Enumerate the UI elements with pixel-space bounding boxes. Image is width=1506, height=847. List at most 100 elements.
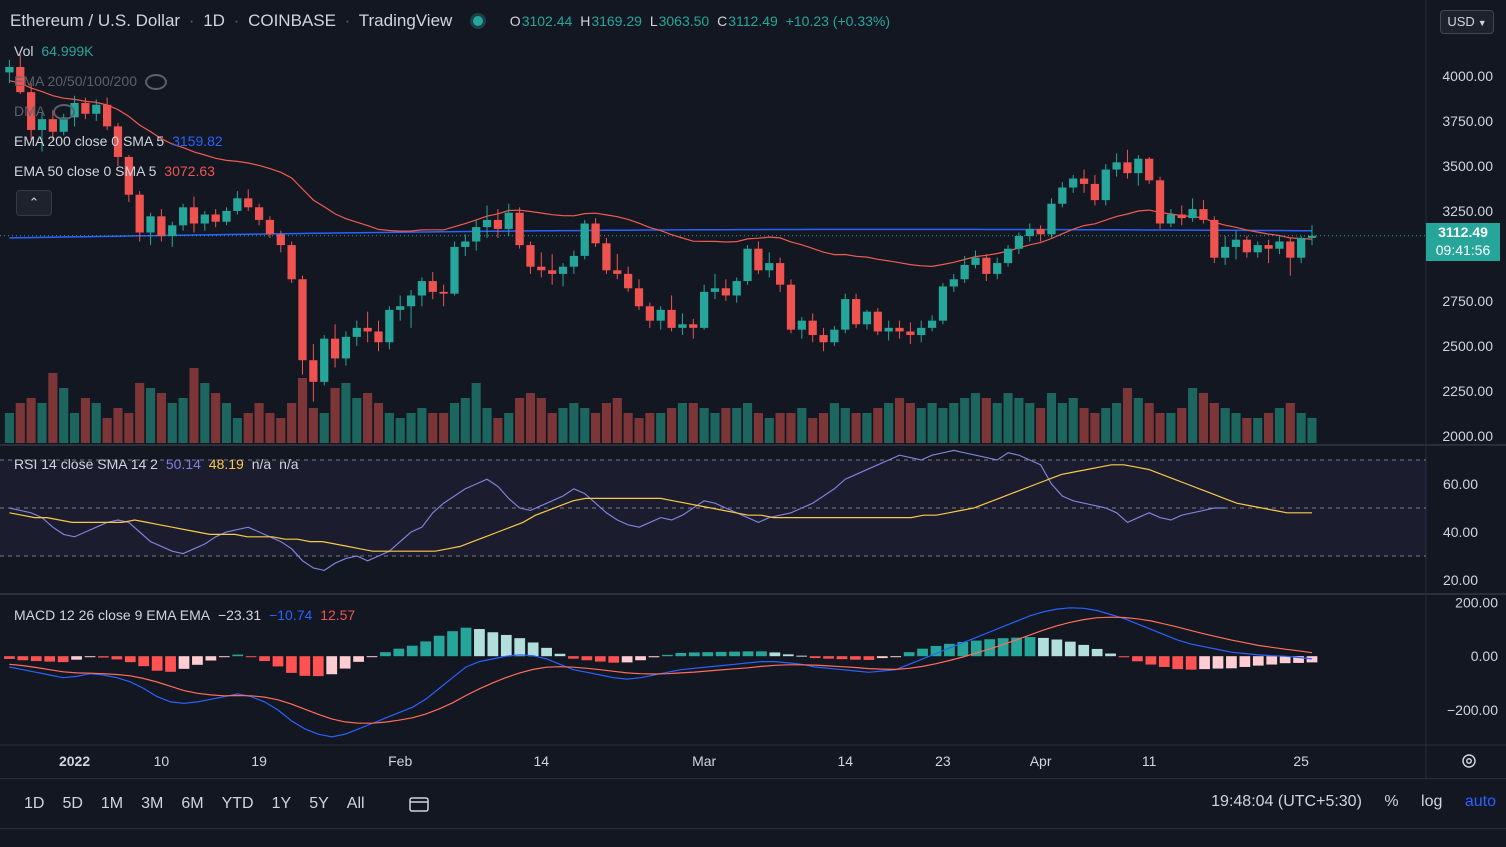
legend-rsi[interactable]: RSI 14 close SMA 14 2 50.14 48.19 n/a n/… xyxy=(14,456,299,472)
volume-bar xyxy=(341,383,351,443)
volume-bar xyxy=(1231,413,1241,443)
candle-body xyxy=(591,223,600,244)
range-ytd[interactable]: YTD xyxy=(221,795,254,812)
candle-body xyxy=(732,281,741,296)
volume-bar xyxy=(938,408,948,443)
macd-histogram-bar xyxy=(944,643,955,657)
interval[interactable]: 1D xyxy=(203,11,225,30)
macd-histogram-bar xyxy=(1145,656,1157,665)
macd-histogram-bar xyxy=(1199,656,1210,670)
volume-bar xyxy=(384,413,394,443)
candle-body xyxy=(385,309,394,343)
clock-timezone[interactable]: 19:48:04 (UTC+5:30) xyxy=(1211,793,1362,810)
candle-body xyxy=(439,291,448,294)
volume-bar xyxy=(91,403,101,443)
macd-tick-label: 200.00 xyxy=(1455,594,1498,610)
macd-histogram-bar xyxy=(487,632,499,657)
volume-bar xyxy=(1242,418,1252,443)
volume-bar xyxy=(449,403,460,443)
candle-body xyxy=(1014,236,1024,249)
volume-bar xyxy=(1122,388,1133,443)
range-1m[interactable]: 1M xyxy=(100,795,124,812)
settings-gear-icon[interactable] xyxy=(1460,752,1478,770)
range-3m[interactable]: 3M xyxy=(141,795,164,812)
currency-dropdown[interactable]: USD ▼ xyxy=(1440,10,1494,34)
candle-body xyxy=(81,102,90,114)
range-all[interactable]: All xyxy=(346,795,365,812)
candle-body xyxy=(1297,237,1306,258)
macd-histogram-bar xyxy=(917,648,928,657)
legend-macd[interactable]: MACD 12 26 close 9 EMA EMA −23.31 −10.74… xyxy=(14,607,356,623)
range-5d[interactable]: 5D xyxy=(62,795,83,812)
volume-bar xyxy=(721,408,731,443)
macd-tick-label: −200.00 xyxy=(1447,702,1498,718)
volume-bar xyxy=(1166,413,1176,443)
legend-ema200[interactable]: EMA 200 close 0 SMA 5 3159.82 xyxy=(14,133,223,149)
macd-histogram-bar xyxy=(836,656,848,660)
legend-vol[interactable]: Vol 64.999K xyxy=(14,43,94,59)
price-tick-label: 2000.00 xyxy=(1442,428,1493,444)
legend-dma[interactable]: DMA xyxy=(14,103,79,121)
macd-histogram-bar xyxy=(326,656,338,675)
macd-histogram-bar xyxy=(1051,639,1063,657)
macd-histogram-bar xyxy=(608,656,620,663)
market-open-icon xyxy=(473,16,484,26)
macd-histogram-bar xyxy=(970,640,982,657)
volume-bar xyxy=(1090,413,1100,443)
data-source: TradingView xyxy=(358,11,453,30)
hidden-eye-icon[interactable] xyxy=(144,74,167,91)
volume-bar xyxy=(742,403,753,443)
range-5y[interactable]: 5Y xyxy=(309,795,329,812)
candle-body xyxy=(645,306,654,321)
volume-bar xyxy=(276,418,286,443)
price-tick-label: 3500.00 xyxy=(1442,158,1493,174)
candle-body xyxy=(721,288,730,296)
range-6m[interactable]: 6M xyxy=(181,795,204,812)
macd-histogram-bar xyxy=(984,639,996,657)
change-value: +10.23 (+0.33%) xyxy=(785,13,890,29)
candle-body xyxy=(949,279,958,287)
volume-bar xyxy=(406,413,416,443)
volume-bar xyxy=(221,403,232,443)
candle-body xyxy=(526,245,535,267)
range-1d[interactable]: 1D xyxy=(24,795,45,812)
range-1y[interactable]: 1Y xyxy=(271,795,292,812)
candle-body xyxy=(884,327,893,332)
volume-bar xyxy=(558,408,568,443)
percent-toggle[interactable]: % xyxy=(1384,793,1399,810)
volume-bar xyxy=(699,408,709,443)
volume-bar xyxy=(851,413,861,443)
chart-background xyxy=(0,0,1506,778)
rsi-tick-label: 20.00 xyxy=(1443,572,1478,588)
collapse-legend-button[interactable]: ⌃ xyxy=(16,190,52,216)
volume-bar xyxy=(211,393,221,443)
time-tick-label: 19 xyxy=(251,753,267,769)
auto-toggle[interactable]: auto xyxy=(1464,793,1496,810)
volume-bar xyxy=(710,413,720,443)
candle-body xyxy=(819,335,828,343)
volume-bar xyxy=(732,408,742,443)
candle-body xyxy=(1036,228,1045,235)
macd-histogram-bar xyxy=(447,631,458,657)
macd-histogram-bar xyxy=(1064,641,1076,657)
candle-body xyxy=(613,270,622,274)
candle-body xyxy=(743,248,752,282)
macd-histogram-bar xyxy=(621,656,633,663)
macd-histogram-bar xyxy=(192,656,203,665)
macd-histogram-bar xyxy=(742,651,754,657)
candle-body xyxy=(1069,178,1078,188)
rsi-line xyxy=(9,449,1226,572)
volume-bar xyxy=(232,418,242,443)
volume-bar xyxy=(808,418,818,443)
legend-ema50[interactable]: EMA 50 close 0 SMA 5 3072.63 xyxy=(14,163,215,179)
candle-body xyxy=(1058,187,1067,204)
legend-ema-multi[interactable]: EMA 20/50/100/200 xyxy=(14,73,171,91)
volume-bar xyxy=(395,418,405,443)
hidden-eye-icon[interactable] xyxy=(53,104,76,121)
macd-histogram-bar xyxy=(366,656,378,658)
macd-histogram-bar xyxy=(1226,656,1237,669)
log-toggle[interactable]: log xyxy=(1421,793,1443,810)
calendar-goto-icon[interactable] xyxy=(408,796,429,812)
volume-bar xyxy=(927,403,937,443)
